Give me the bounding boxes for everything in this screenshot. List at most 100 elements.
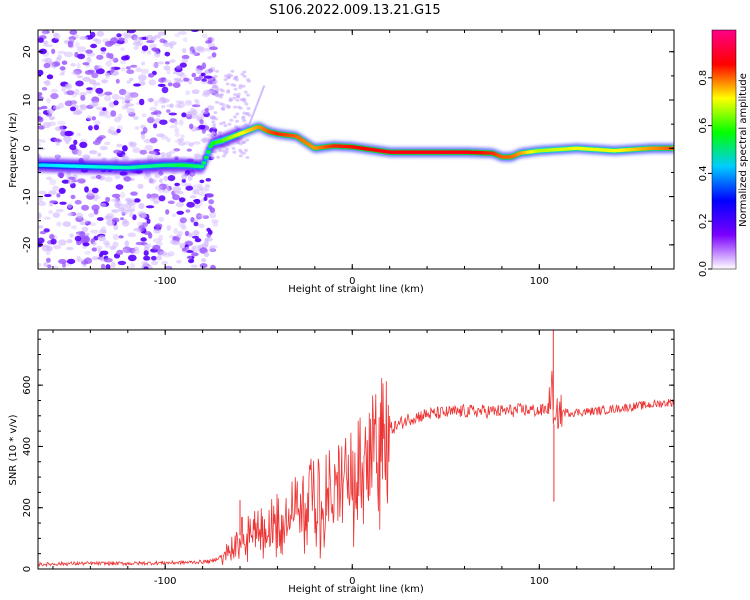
noise-blob [52,265,59,269]
noise-blob [92,85,97,91]
noise-blob [218,102,223,106]
noise-blob [122,155,130,161]
noise-blob [197,183,203,188]
noise-blob [143,138,152,144]
x-tick-label: 100 [530,276,549,287]
noise-blob [46,98,51,104]
noise-blob [171,213,177,218]
noise-blob [38,225,44,229]
noise-blob [46,176,52,180]
noise-blob [233,93,238,97]
noise-blob [218,131,222,135]
noise-blob [179,217,187,224]
noise-blob [49,178,57,186]
colorbar-tick-label: 0.2 [698,213,709,229]
noise-blob [114,116,121,123]
noise-blob [59,72,65,76]
noise-blob [76,149,82,156]
noise-blob [84,186,89,193]
noise-blob [173,227,179,235]
noise-blob [140,68,149,75]
colorbar-label: Normalized spectral amplitude [738,73,749,227]
noise-blob [200,72,206,77]
noise-blob [110,66,115,73]
noise-blob [156,133,165,137]
noise-blob [211,52,217,58]
noise-blob [153,34,161,39]
noise-blob [42,40,49,45]
noise-blob [68,176,76,180]
noise-blob [162,98,170,103]
noise-blob [71,71,81,76]
noise-blob [69,233,74,238]
noise-blob [155,223,163,229]
noise-blob [62,221,72,228]
noise-blob [48,210,53,215]
heatmap-ridge-layer [38,85,674,175]
noise-blob [178,197,186,203]
noise-blob [210,156,215,160]
noise-blob [242,74,247,78]
noise-blob [177,230,183,237]
noise-blob [67,212,74,217]
noise-blob [181,58,189,64]
noise-blob [114,175,121,180]
noise-blob [226,73,231,77]
noise-blob [103,257,113,263]
noise-blob [96,217,104,221]
noise-blob [139,98,145,106]
noise-blob [195,46,205,52]
noise-blob [91,72,99,79]
noise-blob [224,150,229,154]
noise-blob [166,185,172,191]
noise-blob [152,152,159,158]
noise-blob [201,33,208,38]
noise-blob [181,222,186,229]
noise-blob [91,187,99,194]
noise-blob [100,263,106,269]
noise-blob [116,128,121,134]
noise-blob [64,40,69,44]
noise-blob [201,128,206,134]
noise-blob [181,54,190,60]
noise-blob [157,31,166,36]
noise-blob [243,90,248,94]
noise-blob [143,250,149,256]
noise-blob [191,104,201,108]
noise-blob [215,88,220,92]
noise-blob [97,235,106,242]
noise-blob [104,114,112,119]
noise-blob [153,228,162,234]
noise-blob [158,195,166,202]
noise-blob [188,142,194,147]
noise-blob [200,137,210,143]
noise-blob [189,50,197,55]
noise-blob [225,82,230,86]
x-tick-label: 0 [349,576,355,587]
noise-blob [209,248,217,253]
noise-blob [147,265,153,269]
heatmap-y-label: Frequency (Hz) [8,112,19,188]
noise-blob [67,179,75,185]
noise-blob [181,112,187,118]
noise-blob [81,226,89,233]
noise-blob [211,131,216,135]
noise-blob [113,100,119,106]
noise-blob [77,178,86,184]
noise-blob [209,46,218,51]
noise-blob [119,96,125,100]
noise-blob [161,260,168,265]
noise-blob [156,113,161,118]
noise-blob [57,172,65,178]
noise-blob [206,193,215,198]
noise-blob [158,234,164,241]
noise-blob [46,74,54,80]
noise-blob [102,107,107,111]
noise-blob [160,135,168,140]
noise-blob [181,173,187,180]
noise-blob [55,57,61,63]
noise-blob [104,40,114,47]
noise-blob [96,136,104,141]
noise-blob [242,140,246,144]
noise-blob [59,125,64,131]
